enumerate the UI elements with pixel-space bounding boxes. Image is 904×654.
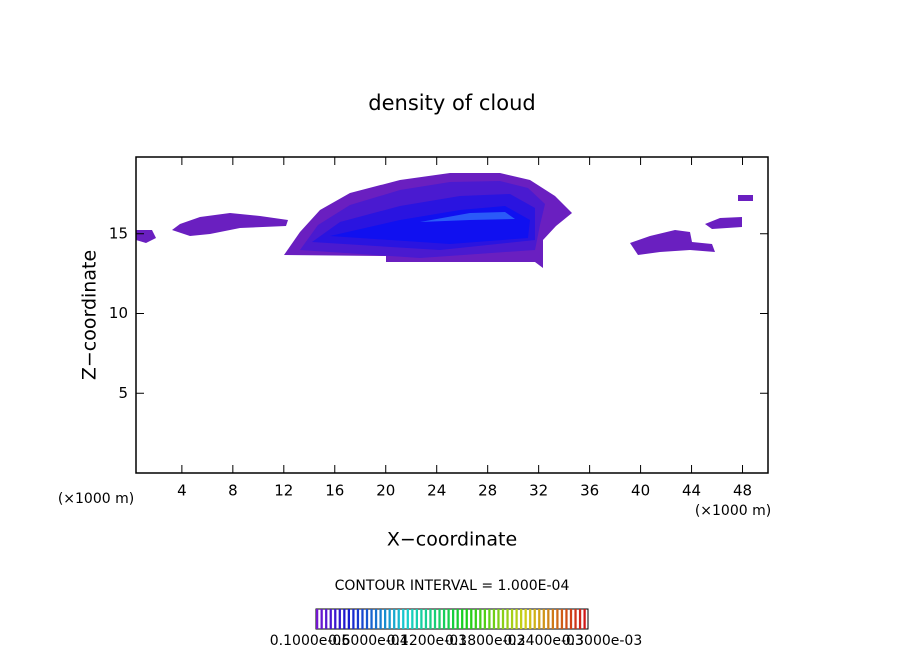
colorbar-stripe: [320, 609, 323, 629]
colorbar-stripe: [365, 609, 369, 629]
x-tick-label: 4: [177, 482, 187, 500]
cloud-region: [172, 213, 288, 236]
colorbar-stripe: [452, 609, 455, 629]
x-tick-label: 32: [529, 482, 548, 500]
colorbar-stripe: [316, 609, 319, 629]
colorbar-stripe: [456, 609, 459, 629]
colorbar-stripe: [370, 609, 373, 629]
colorbar-stripe: [524, 609, 527, 629]
x-tick-label: 44: [682, 482, 701, 500]
cloud-region: [630, 230, 715, 255]
colorbar-stripe: [483, 609, 486, 629]
colorbar-label: 0.1200e-03: [387, 633, 467, 649]
cloud-region: [420, 212, 515, 222]
colorbar-stripe: [374, 609, 378, 629]
x-tick-label: 40: [631, 482, 650, 500]
colorbar-stripe: [356, 609, 360, 629]
x-axis-label: X−coordinate: [387, 529, 517, 551]
chart-title: density of cloud: [368, 91, 535, 115]
x-tick-label: 48: [733, 482, 752, 500]
colorbar-stripe: [538, 609, 541, 629]
colorbar-stripe: [402, 609, 405, 629]
colorbar-stripe: [465, 609, 468, 629]
colorbar-stripe: [551, 609, 554, 629]
colorbar-stripe: [325, 609, 328, 629]
colorbar-stripe: [343, 609, 346, 629]
colorbar-stripe: [474, 609, 477, 629]
colorbar-stripe: [542, 609, 545, 629]
colorbar-stripe: [501, 609, 505, 629]
colorbar-stripe: [429, 609, 432, 629]
contour-interval: CONTOUR INTERVAL = 1.000E-04: [335, 578, 570, 594]
colorbar-stripe: [393, 609, 396, 629]
x-tick-label: 16: [325, 482, 344, 500]
x-unit-label: (×1000 m): [58, 491, 134, 507]
x-unit-label: (×1000 m): [695, 503, 771, 519]
colorbar-stripe: [497, 609, 500, 629]
colorbar-stripe: [533, 609, 536, 629]
colorbar-stripe: [520, 609, 523, 629]
x-tick-label: 8: [228, 482, 238, 500]
colorbar-stripe: [338, 609, 341, 629]
colorbar-stripe: [565, 609, 568, 629]
colorbar-label: 0.1000e-05: [270, 633, 350, 649]
colorbar-stripe: [329, 609, 332, 629]
x-tick-label: 28: [478, 482, 497, 500]
colorbar-stripe: [488, 609, 491, 629]
x-tick-label: 24: [427, 482, 446, 500]
colorbar-stripe: [510, 609, 514, 629]
colorbar-stripe: [560, 609, 564, 629]
colorbar-stripe: [447, 609, 450, 629]
plot-frame: [135, 156, 769, 474]
colorbar-stripe: [479, 609, 482, 629]
colorbar-stripe: [574, 609, 577, 629]
colorbar-stripe: [569, 609, 573, 629]
colorbar-stripe: [334, 609, 337, 629]
colorbar-stripe: [506, 609, 509, 629]
colorbar-stripe: [529, 609, 532, 629]
colorbar-stripe: [420, 609, 423, 629]
colorbar-stripe: [442, 609, 446, 629]
cloud-region: [705, 217, 742, 229]
colorbar-label: 0.3000e-03: [562, 633, 642, 649]
colorbar-label: 0.2400e-03: [503, 633, 583, 649]
x-tick-label: 12: [274, 482, 293, 500]
colorbar-stripe: [384, 609, 387, 629]
colorbar-stripe: [547, 609, 550, 629]
colorbar-stripe: [415, 609, 418, 629]
colorbar-stripe: [438, 609, 441, 629]
y-axis-label: Z−coordinate: [79, 250, 101, 380]
colorbar-label: 0.6000e-04: [328, 633, 409, 649]
colorbar-stripe: [406, 609, 409, 629]
colorbar-label: 0.1800e-03: [445, 633, 525, 649]
x-tick-label: 36: [580, 482, 599, 500]
colorbar-stripe: [411, 609, 414, 629]
colorbar-stripe: [352, 609, 355, 629]
colorbar-stripe: [583, 609, 586, 629]
colorbar-stripe: [379, 609, 382, 629]
colorbar-stripe: [347, 609, 350, 629]
x-tick-label: 20: [376, 482, 395, 500]
y-tick-label: 15: [109, 224, 128, 242]
colorbar-stripe: [470, 609, 473, 629]
colorbar-stripe: [461, 609, 464, 629]
colorbar-stripe: [492, 609, 496, 629]
cloud-region: [738, 195, 753, 201]
cloud-region: [136, 230, 156, 243]
colorbar-stripe: [361, 609, 364, 629]
cloud-field: [136, 173, 753, 268]
colorbar-stripe: [397, 609, 400, 629]
y-tick-label: 10: [109, 304, 128, 322]
colorbar-stripe: [388, 609, 391, 629]
colorbar-stripe: [578, 609, 582, 629]
colorbar-stripe: [515, 609, 518, 629]
colorbar-stripe: [556, 609, 559, 629]
colorbar-stripe: [433, 609, 437, 629]
y-tick-label: 5: [118, 384, 128, 402]
colorbar-stripe: [424, 609, 428, 629]
